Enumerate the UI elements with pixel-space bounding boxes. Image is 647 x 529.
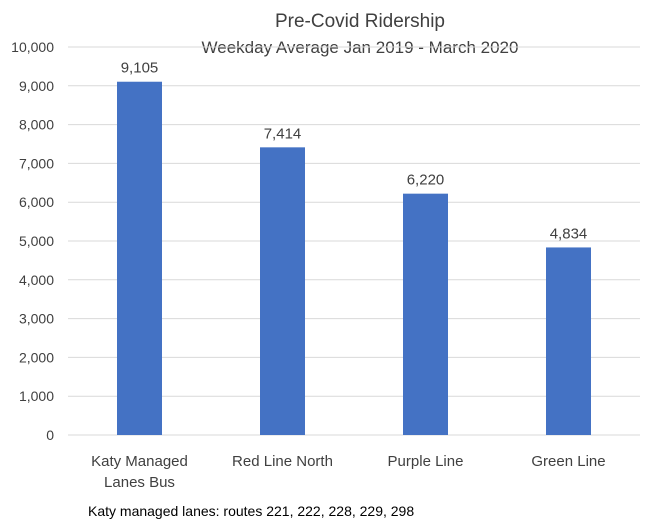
data-label: 4,834 (550, 225, 588, 242)
y-tick-label: 4,000 (19, 272, 54, 288)
y-tick-label: 1,000 (19, 388, 54, 404)
data-label: 7,414 (264, 125, 302, 142)
footnote: Katy managed lanes: routes 221, 222, 228… (88, 503, 415, 519)
y-tick-label: 7,000 (19, 155, 54, 171)
y-tick-label: 9,000 (19, 78, 54, 94)
bar (403, 193, 448, 435)
y-tick-label: 2,000 (19, 349, 54, 365)
data-labels: 9,105 7,414 6,220 4,834 (121, 60, 588, 243)
y-tick-label: 6,000 (19, 194, 54, 210)
x-tick-label: Lanes Bus (104, 474, 175, 491)
y-tick-label: 10,000 (11, 39, 54, 55)
x-tick-label: Purple Line (388, 453, 464, 470)
gridlines (68, 46, 640, 436)
y-tick-label: 5,000 (19, 233, 54, 249)
y-tick-label: 8,000 (19, 117, 54, 133)
bar (260, 147, 305, 436)
data-label: 6,220 (407, 172, 445, 189)
bar (546, 247, 591, 435)
y-axis-ticks: 0 1,000 2,000 3,000 4,000 5,000 6,000 7,000 8,00… (11, 39, 54, 443)
x-tick-label: Green Line (531, 453, 605, 470)
y-tick-label: 0 (46, 427, 54, 443)
x-tick-label: Red Line North (232, 453, 333, 470)
data-label: 9,105 (121, 60, 159, 77)
chart-title: Pre-Covid Ridership (275, 11, 445, 32)
bar (117, 81, 162, 435)
x-axis-categories: Katy Managed Lanes Bus Red Line North Purpl… (91, 453, 605, 491)
y-tick-label: 3,000 (19, 311, 54, 327)
bars (117, 81, 591, 436)
x-tick-label: Katy Managed (91, 453, 188, 470)
